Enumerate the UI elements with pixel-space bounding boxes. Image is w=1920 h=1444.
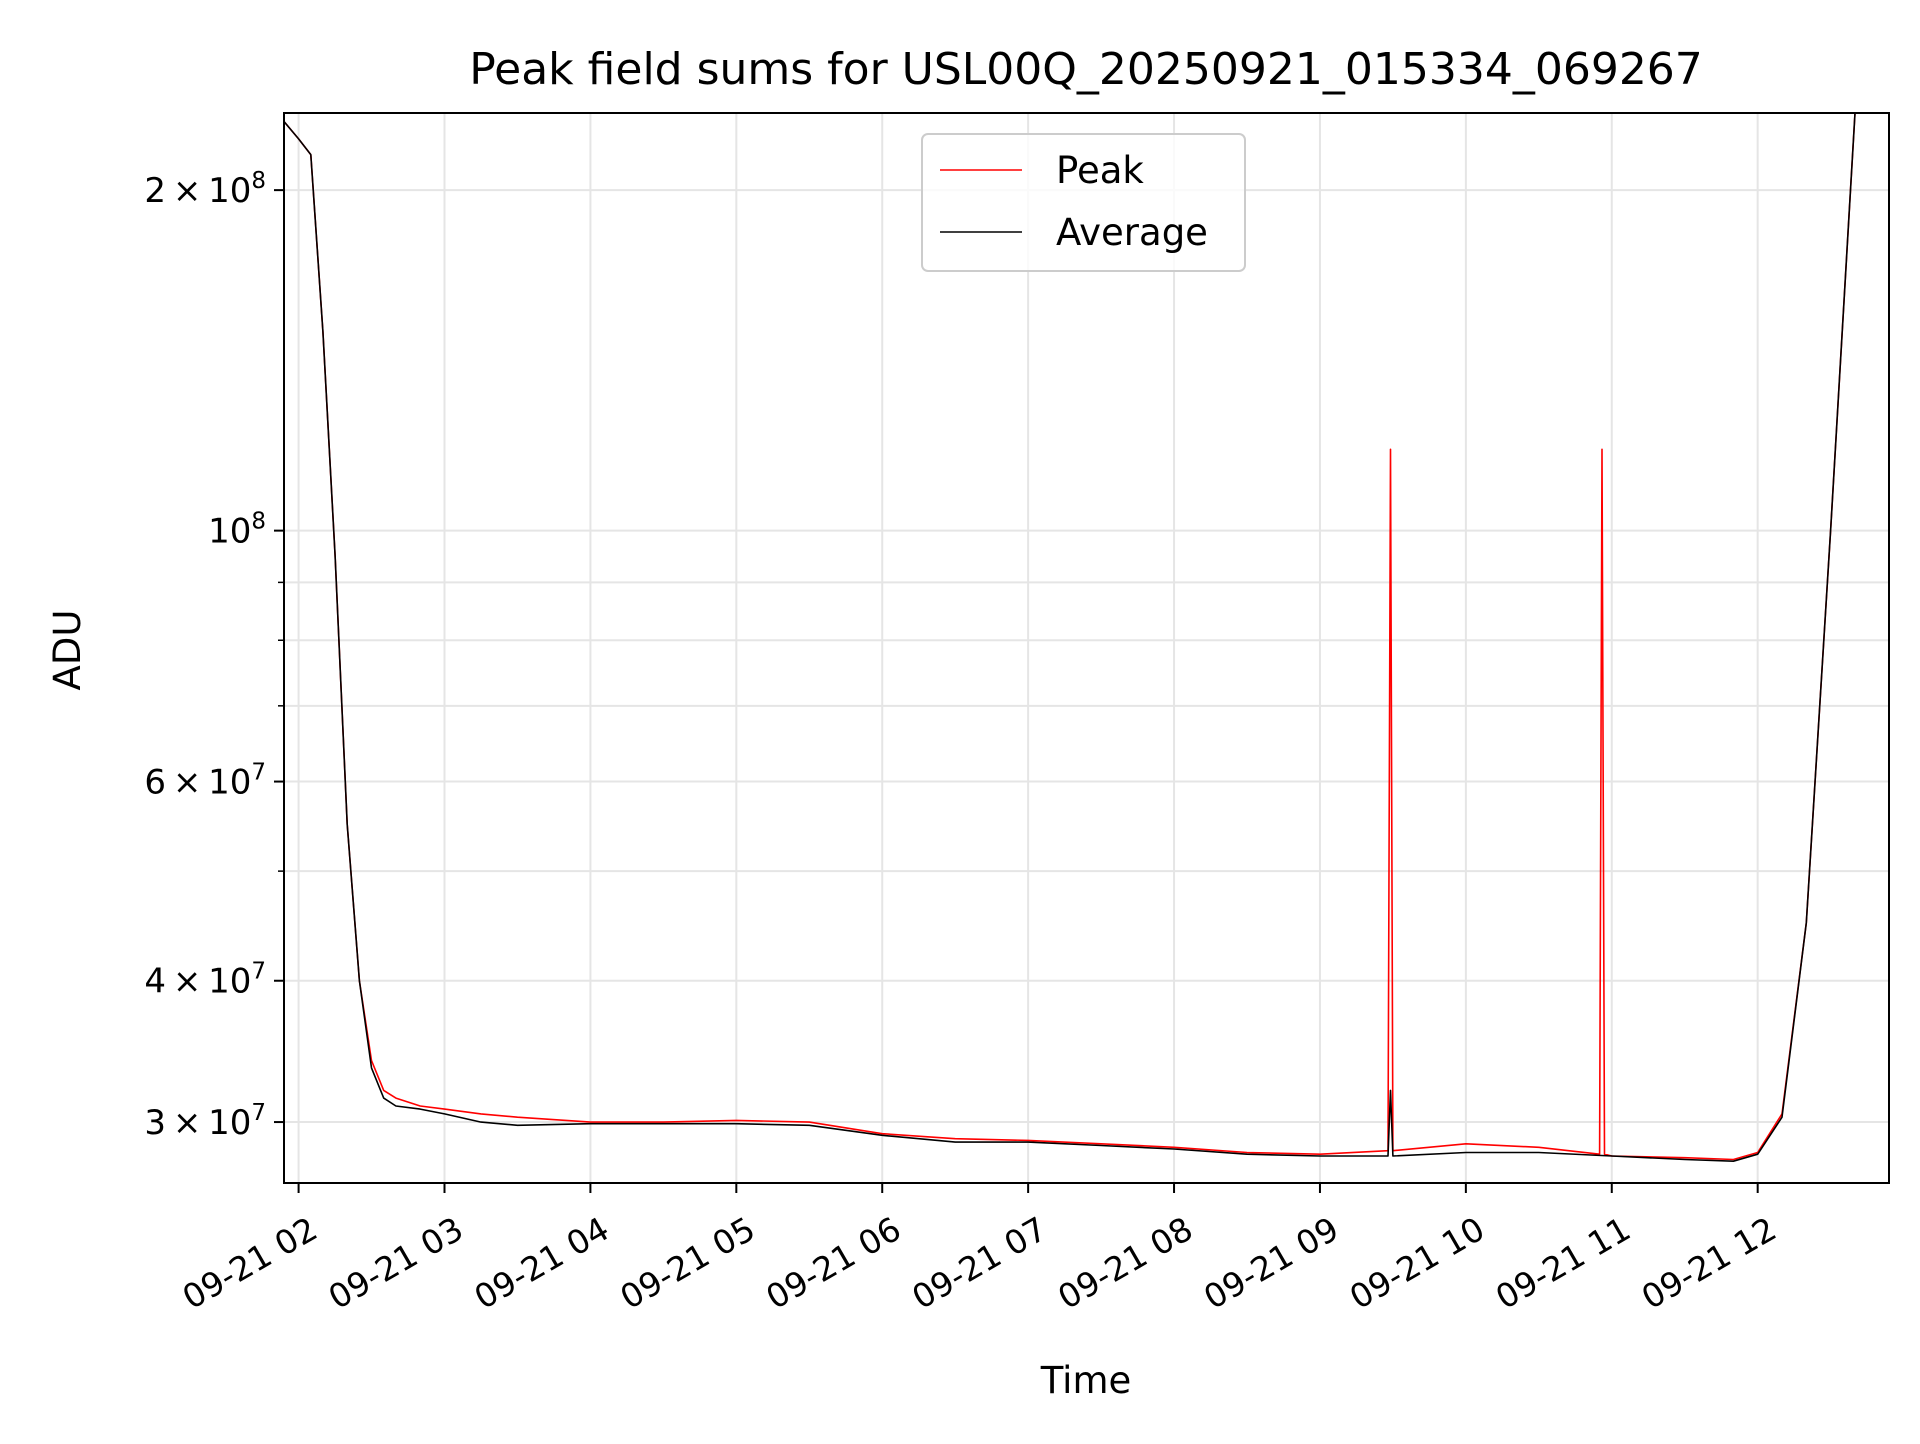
legend-box [921,133,1246,272]
y-tick-label: 2 × 108 [144,168,266,211]
plot-frame [283,112,1890,1184]
legend-average-label: Average [1056,211,1208,254]
y-tick-label: 4 × 107 [144,959,266,1002]
y-axis-ticks: 3 × 107 4 × 107 6 × 107 108 2 × 108 [144,168,284,1143]
series-line-average [284,113,1856,1162]
grid [284,113,1889,1183]
legend: Peak Average [921,133,1246,272]
chart-title: Peak field sums for USL00Q_20250921_0153… [469,44,1703,95]
x-axis-label: Time [1040,1359,1132,1402]
y-tick-label: 3 × 107 [144,1100,266,1143]
legend-peak-label: Peak [1056,149,1144,192]
plot-series [284,113,1856,1162]
y-axis-label: ADU [46,610,89,691]
y-tick-label: 6 × 107 [144,760,266,803]
y-tick-label: 108 [208,509,266,552]
